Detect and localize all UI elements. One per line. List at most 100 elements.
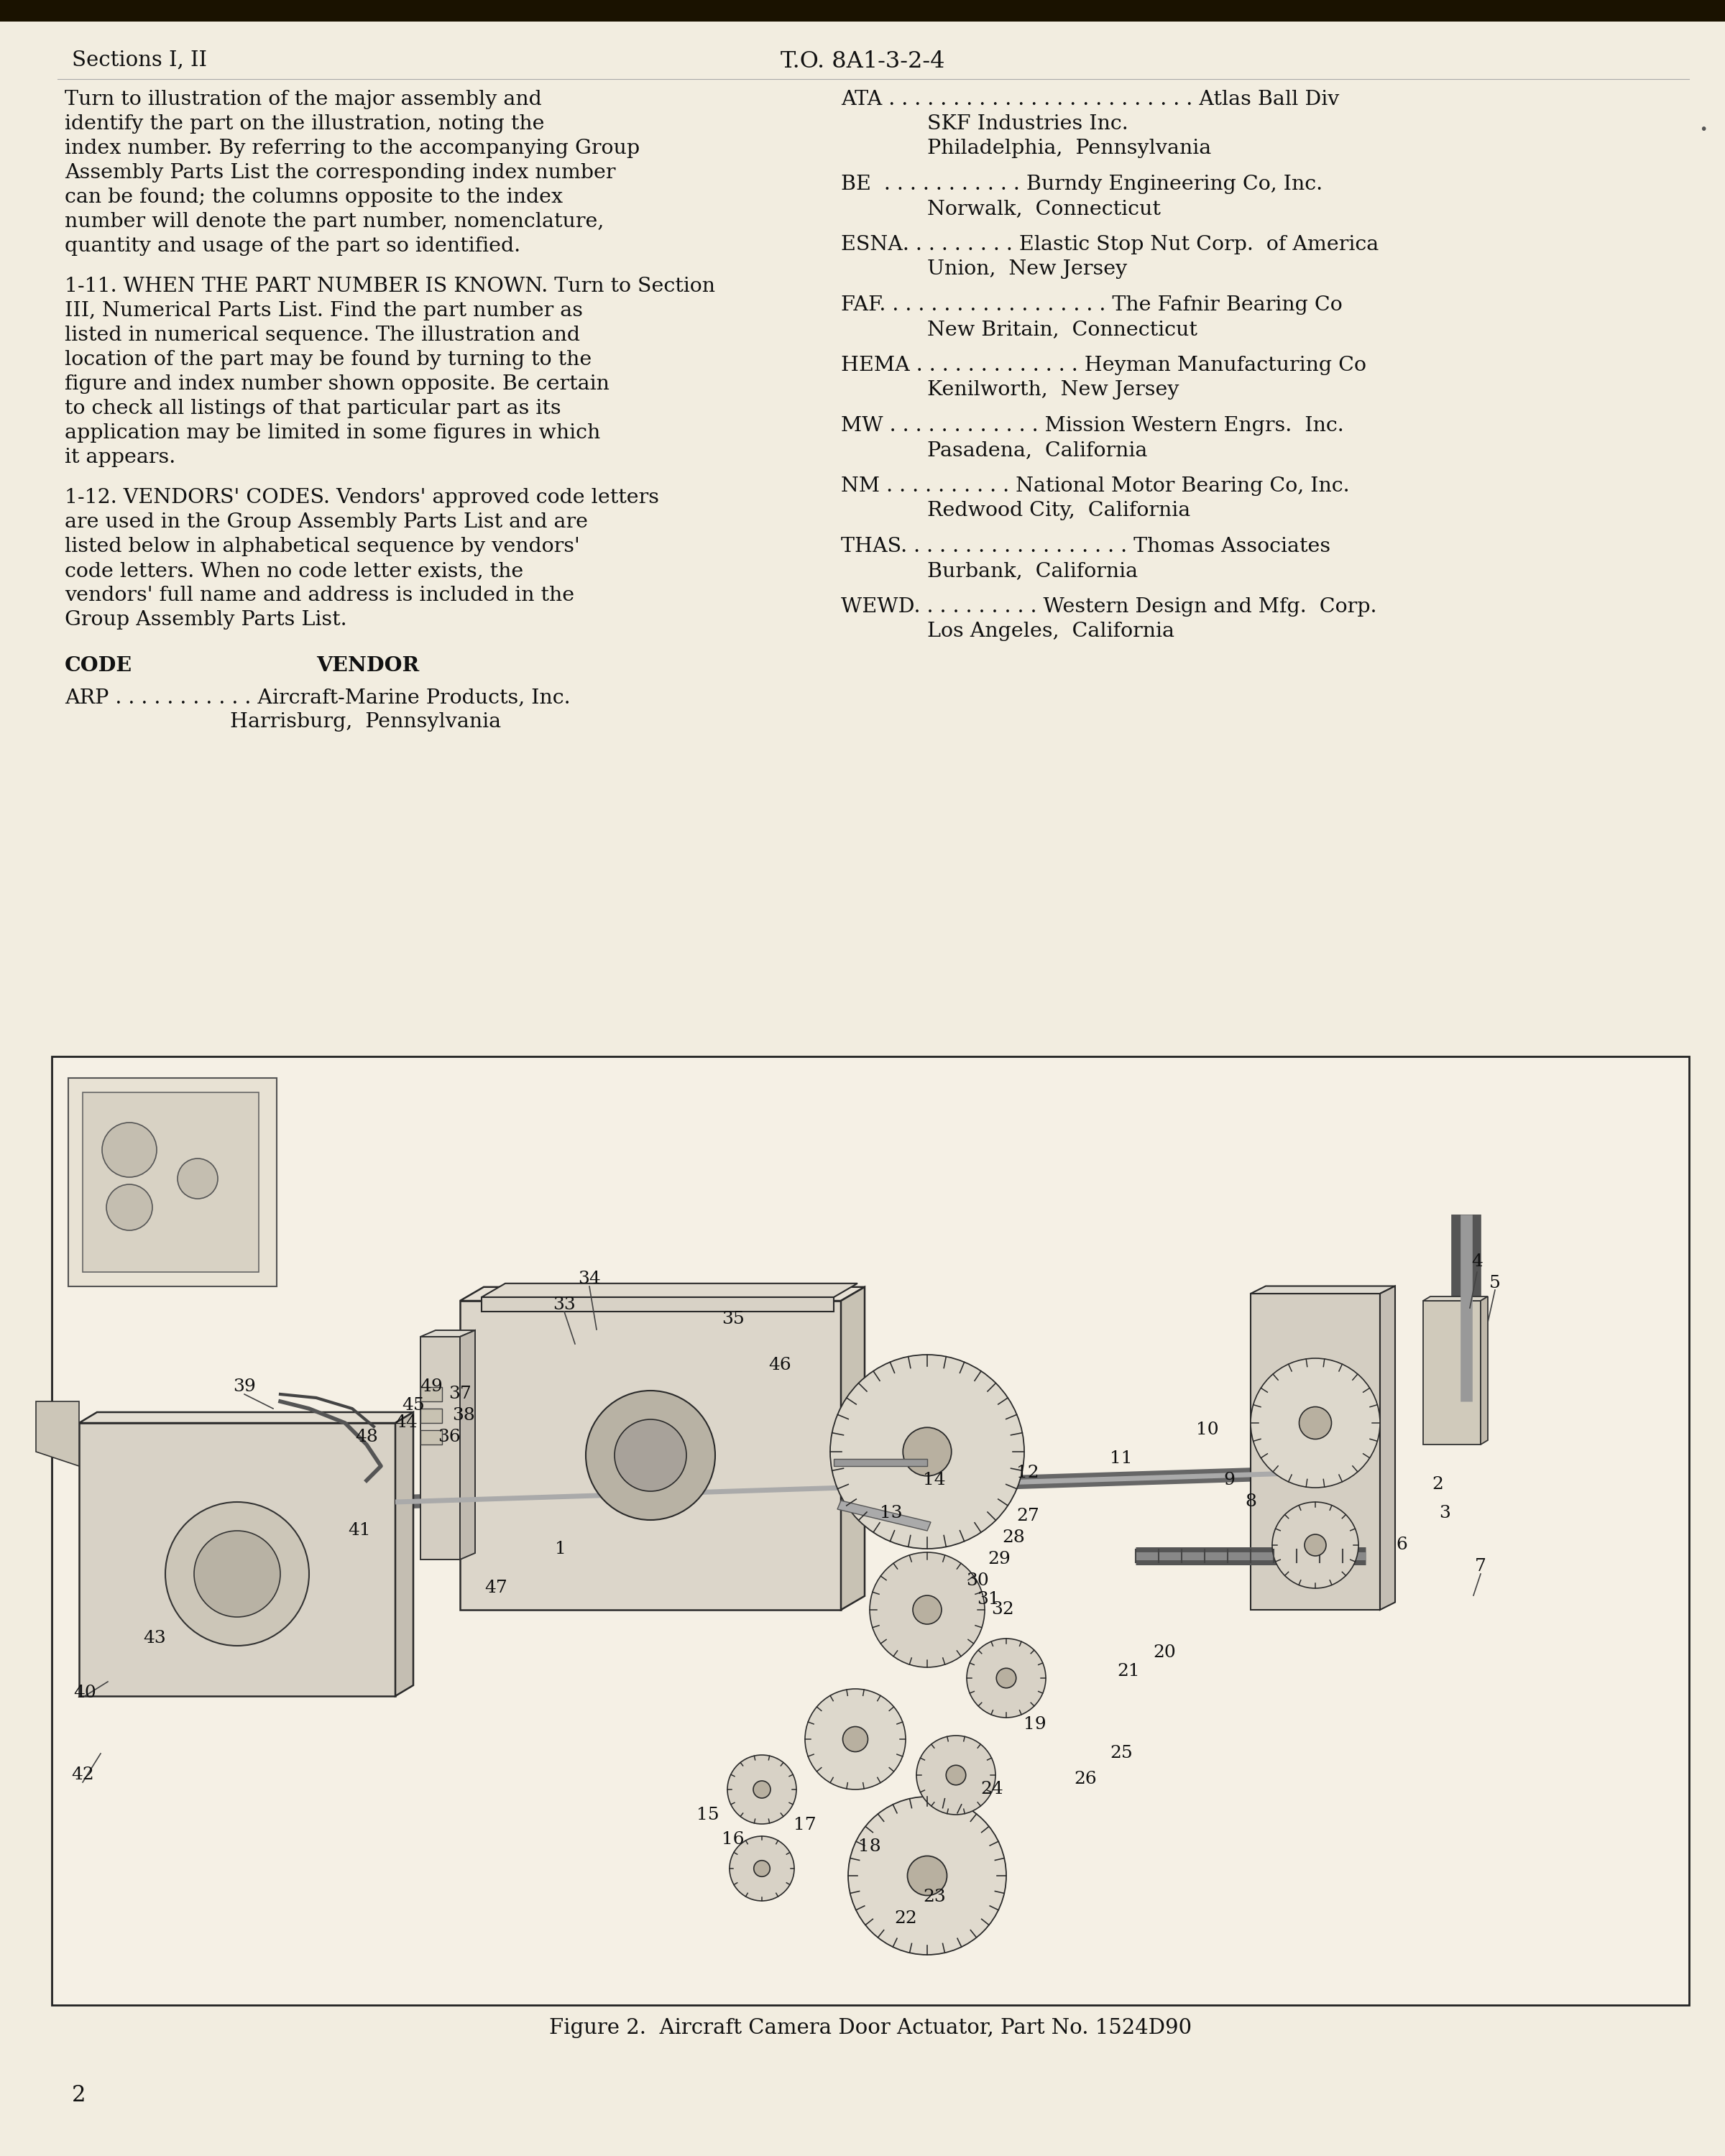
Text: 19: 19 xyxy=(1023,1716,1047,1733)
Text: VENDOR: VENDOR xyxy=(316,655,419,675)
Circle shape xyxy=(997,1669,1016,1688)
Text: MW . . . . . . . . . . . . Mission Western Engrs.  Inc.: MW . . . . . . . . . . . . Mission Weste… xyxy=(842,416,1344,436)
Circle shape xyxy=(869,1552,985,1667)
Text: to check all listings of that particular part as its: to check all listings of that particular… xyxy=(66,399,561,418)
Text: 11: 11 xyxy=(1109,1451,1133,1466)
Text: Redwood City,  California: Redwood City, California xyxy=(928,500,1190,520)
Text: 9: 9 xyxy=(1223,1473,1235,1488)
Polygon shape xyxy=(837,1501,932,1531)
Polygon shape xyxy=(36,1401,79,1466)
Circle shape xyxy=(913,1595,942,1623)
Text: HEMA . . . . . . . . . . . . . Heyman Manufacturing Co: HEMA . . . . . . . . . . . . . Heyman Ma… xyxy=(842,356,1366,375)
Text: Sections I, II: Sections I, II xyxy=(72,50,207,71)
Text: Union,  New Jersey: Union, New Jersey xyxy=(928,259,1126,278)
Text: 1-11. WHEN THE PART NUMBER IS KNOWN. Turn to Section: 1-11. WHEN THE PART NUMBER IS KNOWN. Tur… xyxy=(66,276,716,295)
Circle shape xyxy=(166,1503,309,1645)
Text: Kenilworth,  New Jersey: Kenilworth, New Jersey xyxy=(928,379,1180,399)
Text: index number. By referring to the accompanying Group: index number. By referring to the accomp… xyxy=(66,138,640,157)
Polygon shape xyxy=(79,1412,414,1423)
Text: 27: 27 xyxy=(1016,1509,1038,1524)
Text: 34: 34 xyxy=(578,1272,600,1287)
Circle shape xyxy=(1299,1408,1332,1440)
Text: 36: 36 xyxy=(438,1429,461,1445)
Text: 3: 3 xyxy=(1439,1505,1451,1522)
Text: quantity and usage of the part so identified.: quantity and usage of the part so identi… xyxy=(66,237,521,257)
Polygon shape xyxy=(79,1423,395,1697)
Text: location of the part may be found by turning to the: location of the part may be found by tur… xyxy=(66,349,592,369)
Circle shape xyxy=(107,1184,152,1231)
Circle shape xyxy=(614,1419,687,1492)
Text: 17: 17 xyxy=(794,1818,816,1833)
Text: 21: 21 xyxy=(1118,1662,1140,1680)
Polygon shape xyxy=(1251,1285,1396,1294)
Polygon shape xyxy=(1380,1285,1396,1611)
Text: SKF Industries Inc.: SKF Industries Inc. xyxy=(928,114,1128,134)
Text: Los Angeles,  California: Los Angeles, California xyxy=(928,621,1175,640)
Text: 38: 38 xyxy=(452,1408,474,1425)
Polygon shape xyxy=(461,1330,474,1559)
Text: 26: 26 xyxy=(1075,1770,1097,1787)
Text: WEWD. . . . . . . . . . Western Design and Mfg.  Corp.: WEWD. . . . . . . . . . Western Design a… xyxy=(842,597,1377,617)
Text: 30: 30 xyxy=(966,1574,988,1589)
Text: 43: 43 xyxy=(143,1630,166,1647)
Text: identify the part on the illustration, noting the: identify the part on the illustration, n… xyxy=(66,114,545,134)
Polygon shape xyxy=(395,1412,414,1697)
Polygon shape xyxy=(842,1287,864,1611)
Text: 28: 28 xyxy=(1002,1531,1025,1546)
Circle shape xyxy=(849,1796,1006,1955)
Text: Turn to illustration of the major assembly and: Turn to illustration of the major assemb… xyxy=(66,91,542,110)
Text: 37: 37 xyxy=(448,1386,471,1404)
Text: listed in numerical sequence. The illustration and: listed in numerical sequence. The illust… xyxy=(66,326,580,345)
Polygon shape xyxy=(481,1298,833,1311)
Text: 49: 49 xyxy=(419,1380,443,1395)
Text: 24: 24 xyxy=(980,1781,1004,1798)
Text: Burbank,  California: Burbank, California xyxy=(928,561,1138,580)
Text: •: • xyxy=(1699,123,1708,136)
Circle shape xyxy=(587,1391,716,1520)
Circle shape xyxy=(178,1158,217,1199)
Text: 23: 23 xyxy=(923,1889,945,1906)
Text: 7: 7 xyxy=(1475,1559,1487,1574)
Text: 4: 4 xyxy=(1471,1253,1484,1270)
Bar xyxy=(83,1093,259,1272)
Circle shape xyxy=(193,1531,279,1617)
Circle shape xyxy=(806,1688,906,1789)
Text: it appears.: it appears. xyxy=(66,448,176,468)
Polygon shape xyxy=(1251,1294,1380,1611)
Text: 15: 15 xyxy=(697,1807,719,1824)
Text: 44: 44 xyxy=(395,1414,417,1432)
Polygon shape xyxy=(421,1330,474,1337)
Text: 45: 45 xyxy=(402,1397,424,1414)
Text: ATA . . . . . . . . . . . . . . . . . . . . . . . . Atlas Ball Div: ATA . . . . . . . . . . . . . . . . . . … xyxy=(842,91,1339,110)
Circle shape xyxy=(907,1856,947,1895)
Text: listed below in alphabetical sequence by vendors': listed below in alphabetical sequence by… xyxy=(66,537,580,556)
Circle shape xyxy=(730,1837,794,1902)
Bar xyxy=(421,1429,442,1445)
Text: application may be limited in some figures in which: application may be limited in some figur… xyxy=(66,423,600,442)
Circle shape xyxy=(754,1861,769,1876)
Text: 6: 6 xyxy=(1396,1537,1408,1552)
Polygon shape xyxy=(1423,1296,1487,1300)
Text: ARP . . . . . . . . . . . Aircraft-Marine Products, Inc.: ARP . . . . . . . . . . . Aircraft-Marin… xyxy=(66,688,571,707)
Text: 33: 33 xyxy=(552,1296,576,1313)
Text: 2: 2 xyxy=(1432,1475,1444,1492)
Text: Group Assembly Parts List.: Group Assembly Parts List. xyxy=(66,610,347,630)
Text: FAF. . . . . . . . . . . . . . . . . . The Fafnir Bearing Co: FAF. . . . . . . . . . . . . . . . . . T… xyxy=(842,295,1342,315)
Text: Pasadena,  California: Pasadena, California xyxy=(928,440,1147,459)
Text: 1-12. VENDORS' CODES. Vendors' approved code letters: 1-12. VENDORS' CODES. Vendors' approved … xyxy=(66,487,659,507)
Text: 25: 25 xyxy=(1109,1746,1133,1761)
Text: Philadelphia,  Pennsylvania: Philadelphia, Pennsylvania xyxy=(928,138,1211,157)
Text: code letters. When no code letter exists, the: code letters. When no code letter exists… xyxy=(66,561,523,580)
Text: vendors' full name and address is included in the: vendors' full name and address is includ… xyxy=(66,586,574,606)
Text: 20: 20 xyxy=(1152,1645,1176,1660)
Bar xyxy=(69,1078,276,1287)
Text: New Britain,  Connecticut: New Britain, Connecticut xyxy=(928,319,1197,338)
Bar xyxy=(421,1386,442,1401)
Text: 14: 14 xyxy=(923,1473,945,1488)
Text: 42: 42 xyxy=(71,1768,95,1783)
Text: BE  . . . . . . . . . . . Burndy Engineering Co, Inc.: BE . . . . . . . . . . . Burndy Engineer… xyxy=(842,175,1323,194)
Text: are used in the Group Assembly Parts List and are: are used in the Group Assembly Parts Lis… xyxy=(66,513,588,533)
Circle shape xyxy=(830,1354,1025,1548)
Text: CODE: CODE xyxy=(66,655,133,675)
Bar xyxy=(421,1408,442,1423)
